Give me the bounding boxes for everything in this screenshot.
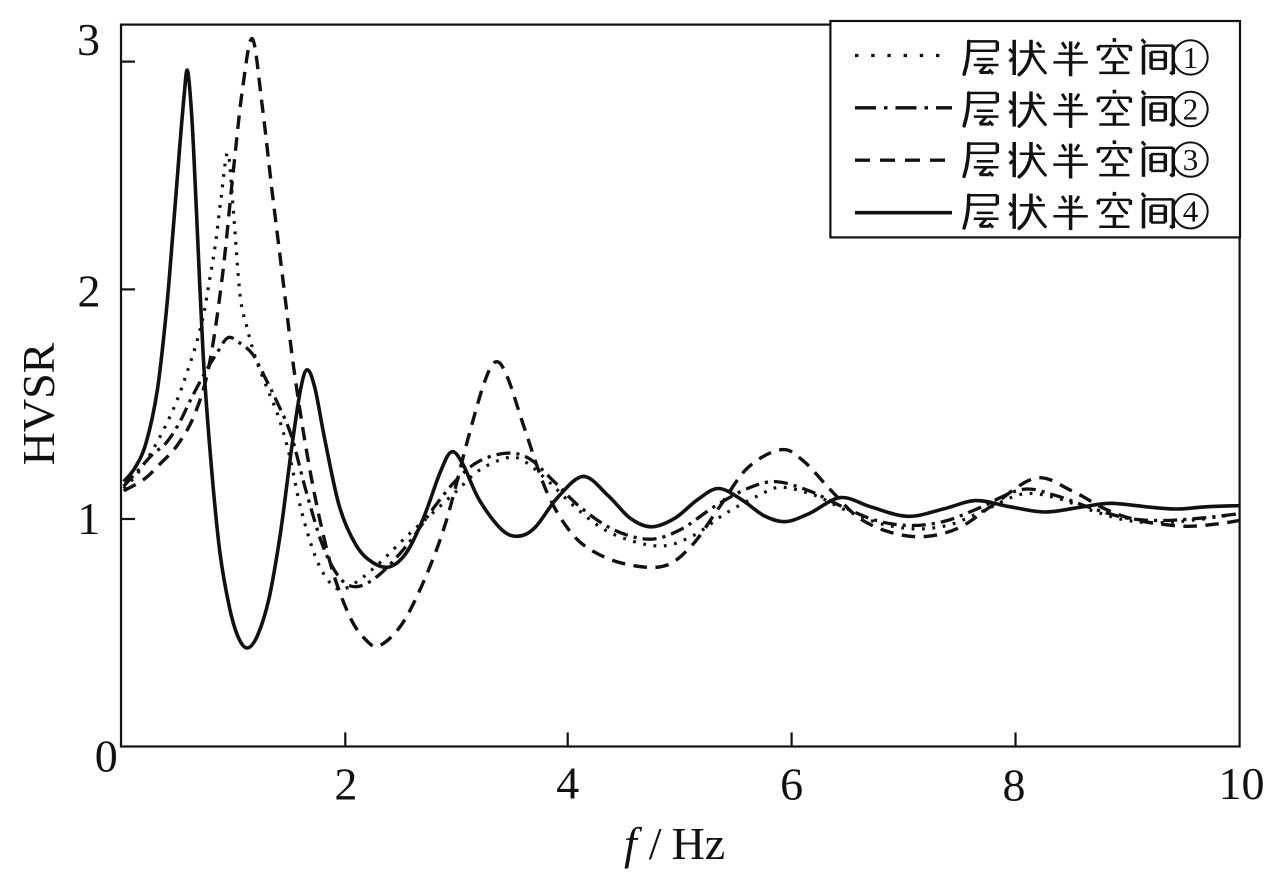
- svg-text:HVSR: HVSR: [13, 342, 64, 465]
- svg-text:2: 2: [1183, 92, 1199, 127]
- svg-text:4: 4: [556, 757, 579, 808]
- svg-text:3: 3: [77, 14, 100, 65]
- svg-text:10: 10: [1219, 758, 1265, 809]
- svg-text:6: 6: [780, 759, 803, 810]
- svg-text:4: 4: [1183, 194, 1199, 229]
- svg-text:1: 1: [77, 493, 100, 544]
- svg-text:2: 2: [334, 759, 357, 810]
- svg-text:1: 1: [1183, 40, 1199, 75]
- svg-text:8: 8: [1003, 760, 1026, 811]
- svg-text:2: 2: [78, 265, 101, 316]
- svg-text:3: 3: [1183, 142, 1199, 177]
- svg-text:0: 0: [95, 731, 118, 782]
